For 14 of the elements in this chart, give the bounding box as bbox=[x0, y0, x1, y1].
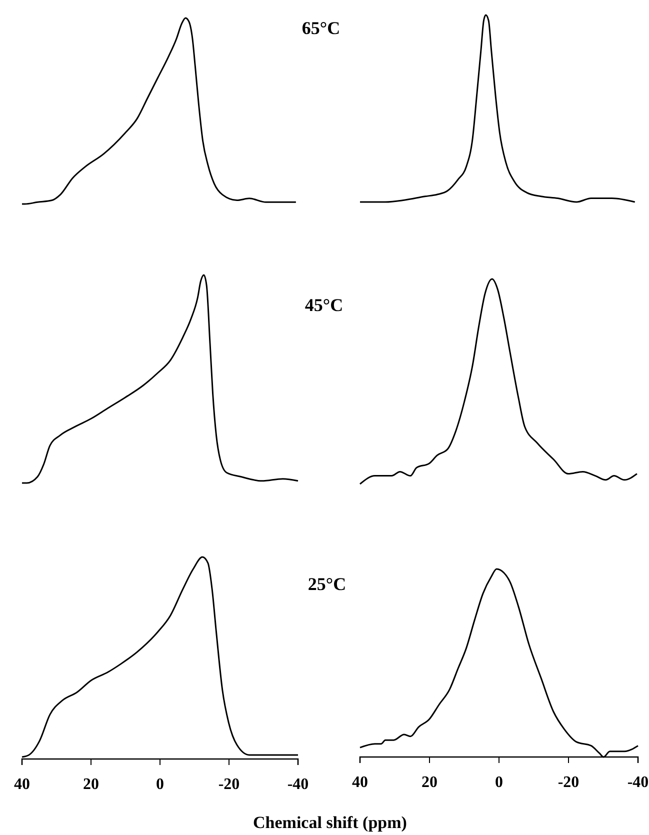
x-tick-label: 0 bbox=[156, 776, 164, 793]
x-axis-title: Chemical shift (ppm) bbox=[253, 813, 407, 832]
text: 45°C bbox=[304, 295, 344, 315]
x-tick-label: 0 bbox=[495, 774, 503, 791]
x-tick-label: -20 bbox=[218, 776, 240, 793]
x-tick-label: -20 bbox=[558, 774, 580, 791]
x-tick-label: 20 bbox=[422, 774, 438, 791]
x-tick-label: 40 bbox=[352, 774, 368, 791]
chart-title: 65°C bbox=[302, 18, 340, 38]
text: 25°C bbox=[308, 574, 346, 594]
x-tick-label: -40 bbox=[287, 776, 309, 793]
x-tick-label: 40 bbox=[14, 776, 30, 793]
x-tick-label: 20 bbox=[83, 776, 99, 793]
x-tick-label: -40 bbox=[627, 774, 649, 791]
